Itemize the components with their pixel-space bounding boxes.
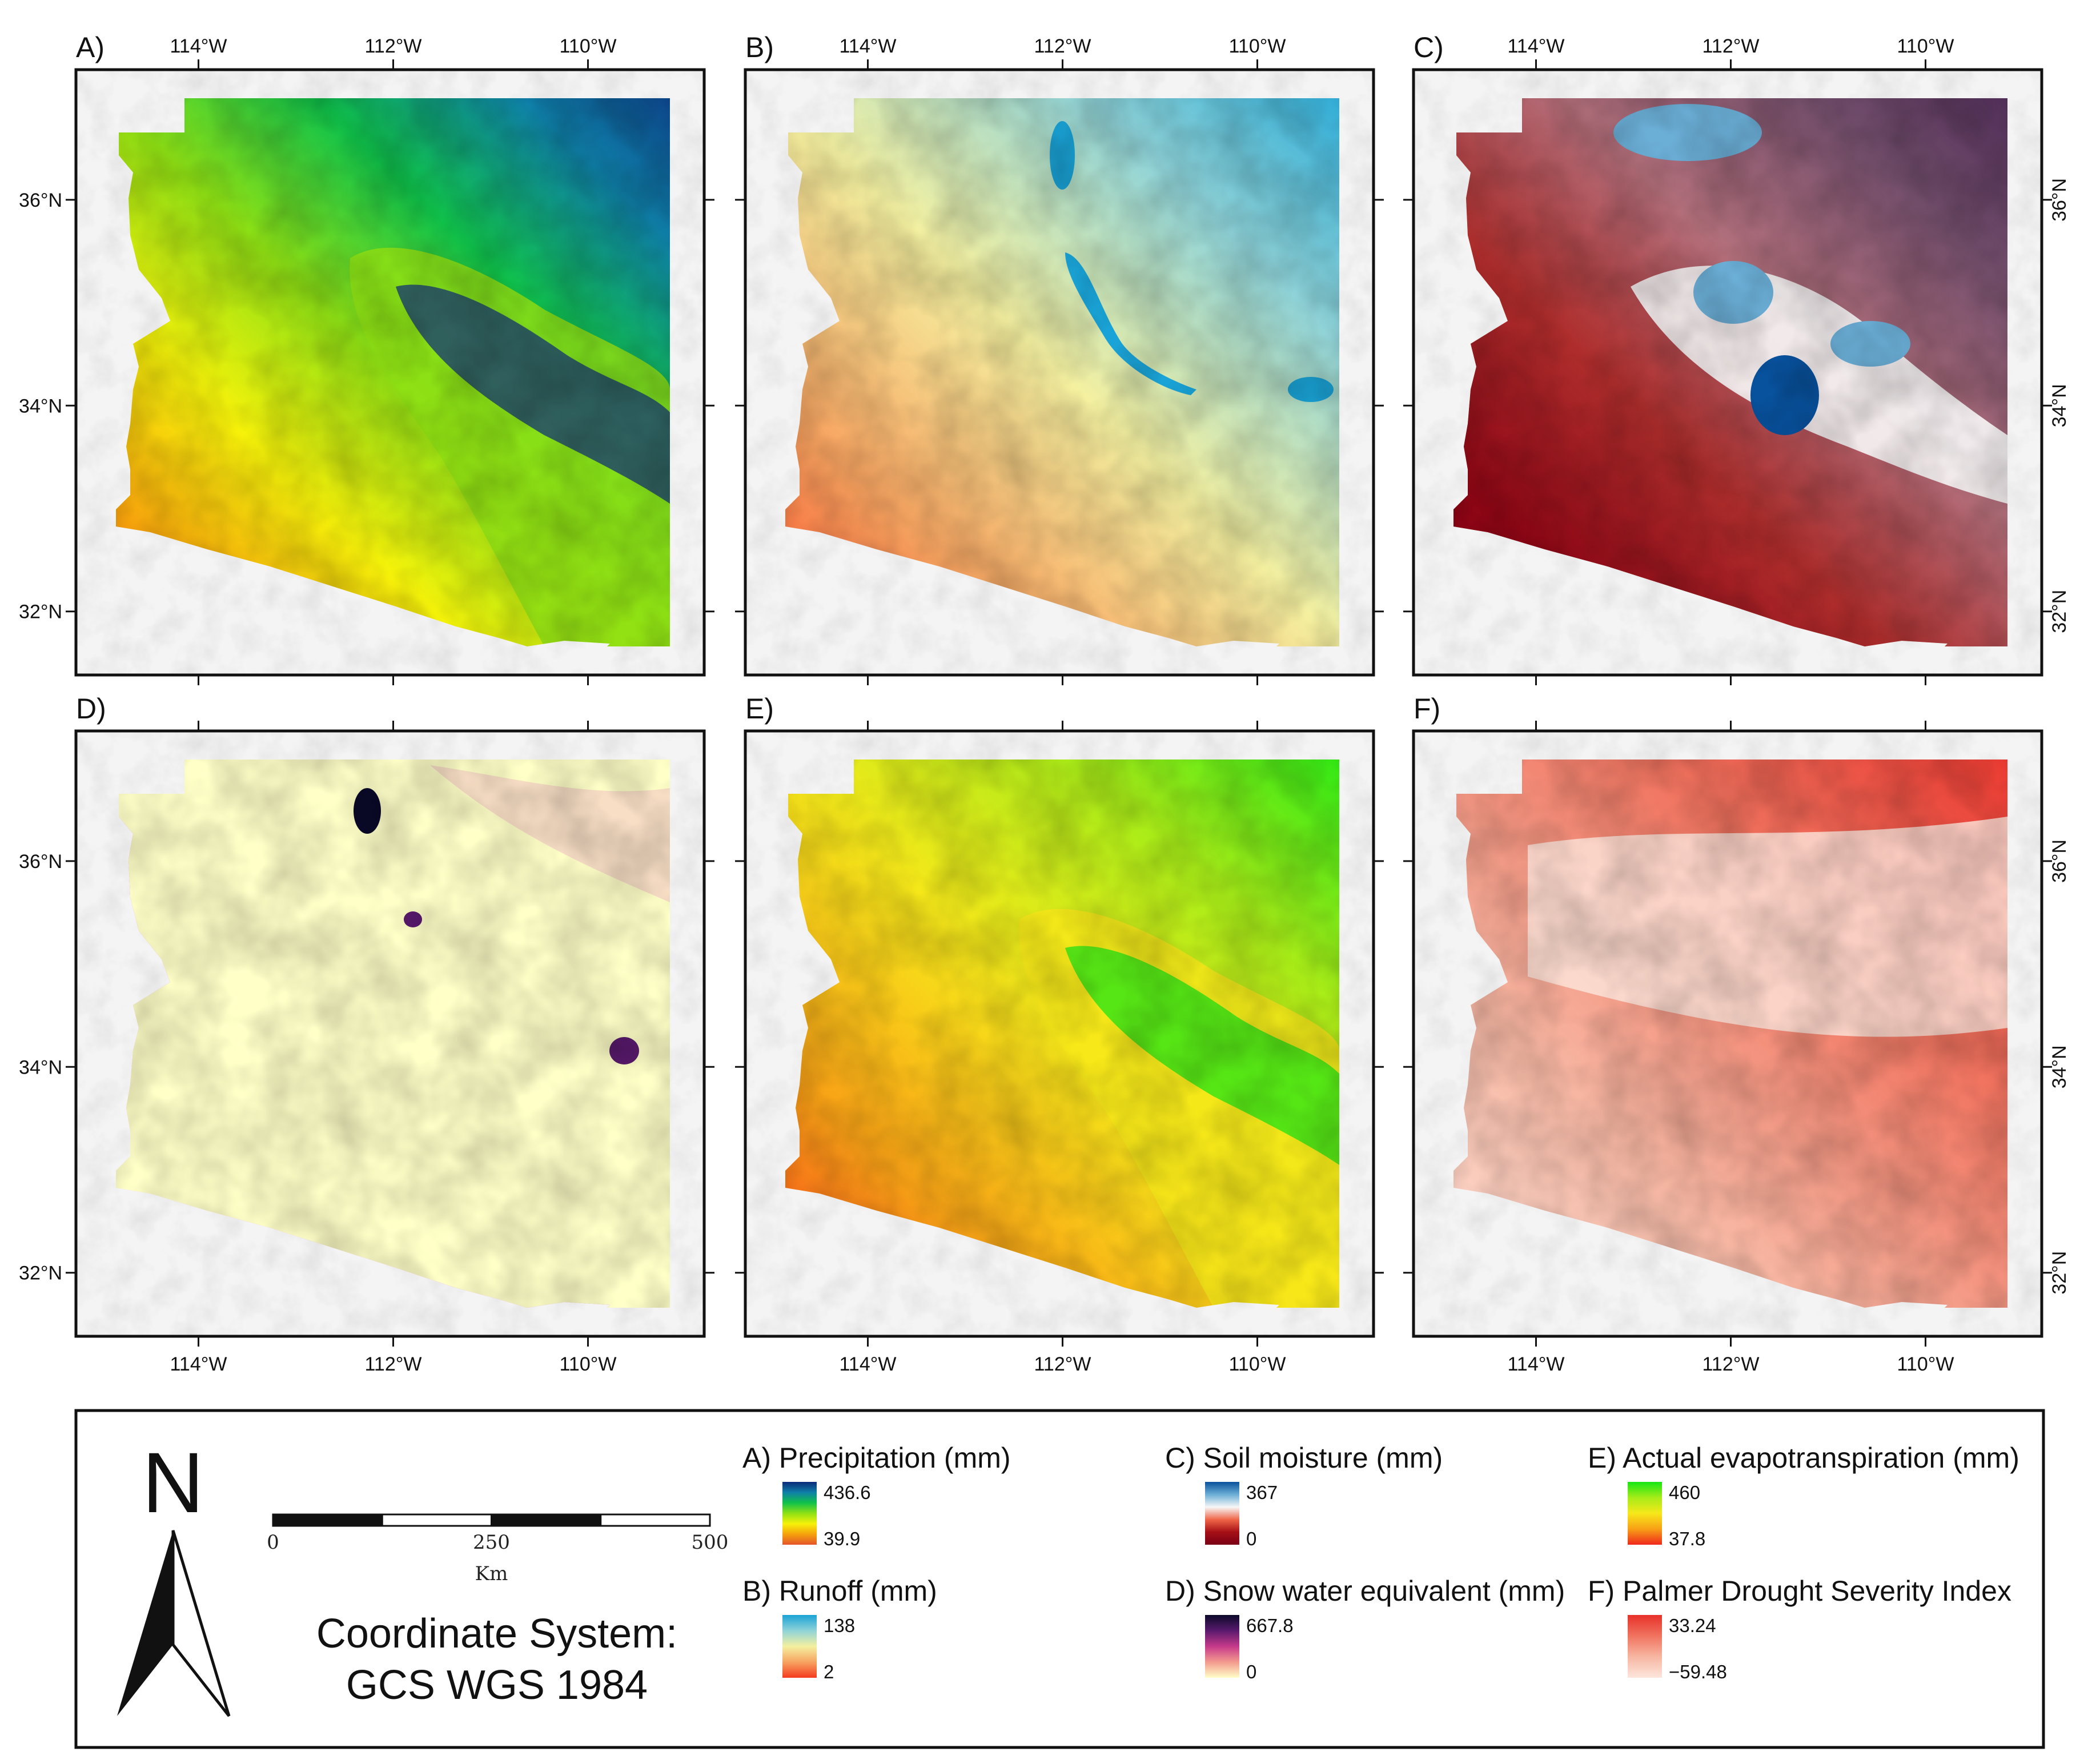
legend-title: D) Snow water equivalent (mm) bbox=[1165, 1575, 1565, 1607]
legend-title: B) Runoff (mm) bbox=[742, 1575, 937, 1607]
legend-max-value: 33.24 bbox=[1669, 1615, 1716, 1636]
longitude-tick-label: 110°W bbox=[1229, 1353, 1286, 1375]
longitude-tick-label: 110°W bbox=[1897, 1353, 1954, 1375]
longitude-tick-label: 114°W bbox=[170, 35, 227, 57]
map-panel-a: A) 114°W 112°W 110°W 36°N 34°N 32°N bbox=[19, 31, 714, 685]
legend-entry-f: F) Palmer Drought Severity Index 33.24 −59… bbox=[1588, 1575, 2011, 1682]
scale-segment bbox=[381, 1513, 492, 1527]
legend-entry-b: B) Runoff (mm) 138 2 bbox=[742, 1575, 937, 1682]
legend-min-value: 0 bbox=[1246, 1528, 1256, 1549]
longitude-tick-label: 112°W bbox=[1034, 35, 1091, 57]
latitude-tick-label: 36°N bbox=[19, 851, 62, 873]
legend-entry-d: D) Snow water equivalent (mm) 667.8 0 bbox=[1165, 1575, 1565, 1682]
legend-entry-e: E) Actual evapotranspiration (mm) 460 37.8 bbox=[1588, 1442, 2019, 1549]
latitude-tick-label: 34°N bbox=[19, 395, 62, 417]
longitude-tick-label: 110°W bbox=[560, 35, 617, 57]
scale-unit: Km bbox=[475, 1562, 508, 1585]
legend-min-value: 0 bbox=[1246, 1661, 1256, 1682]
panel-label: B) bbox=[745, 31, 774, 63]
latitude-tick-label: 32°N bbox=[19, 601, 62, 623]
north-arrow: N bbox=[117, 1434, 231, 1717]
longitude-tick-label: 112°W bbox=[1702, 35, 1760, 57]
north-letter: N bbox=[142, 1434, 204, 1530]
longitude-tick-label: 114°W bbox=[1508, 35, 1565, 57]
latitude-tick-label: 34°N bbox=[19, 1056, 62, 1078]
latitude-tick-label: 36°N bbox=[2049, 178, 2070, 222]
legend-min-value: 39.9 bbox=[824, 1528, 860, 1549]
panel-label: A) bbox=[76, 31, 105, 63]
legend-title: A) Precipitation (mm) bbox=[742, 1442, 1011, 1474]
longitude-tick-label: 112°W bbox=[1034, 1353, 1091, 1375]
longitude-tick-label: 112°W bbox=[1702, 1353, 1760, 1375]
legend-title: E) Actual evapotranspiration (mm) bbox=[1588, 1442, 2019, 1474]
legend-color-ramp bbox=[1628, 1482, 1662, 1545]
latitude-tick-label: 32°N bbox=[2049, 1251, 2070, 1295]
scale-label: 0 bbox=[267, 1531, 279, 1554]
legend-color-ramp bbox=[1205, 1615, 1239, 1678]
legend-max-value: 667.8 bbox=[1246, 1615, 1294, 1636]
longitude-tick-label: 110°W bbox=[560, 1353, 617, 1375]
panel-label: F) bbox=[1414, 693, 1440, 725]
legend-box bbox=[74, 1409, 2045, 1749]
legend-max-value: 460 bbox=[1669, 1482, 1700, 1503]
legend-max-value: 367 bbox=[1246, 1482, 1278, 1503]
longitude-tick-label: 112°W bbox=[365, 35, 422, 57]
raster-a bbox=[116, 98, 670, 646]
coordinate-system-line-1: Coordinate System: bbox=[316, 1611, 677, 1657]
panel-label: E) bbox=[745, 693, 774, 725]
longitude-tick-label: 110°W bbox=[1897, 35, 1954, 57]
legend-color-ramp bbox=[782, 1615, 817, 1678]
scale-segment bbox=[272, 1513, 383, 1527]
map-frame bbox=[74, 729, 706, 1338]
latitude-tick-label: 32°N bbox=[2049, 590, 2070, 633]
scale-label: 500 bbox=[692, 1531, 729, 1554]
scale-segment bbox=[491, 1513, 602, 1527]
latitude-tick-label: 32°N bbox=[19, 1263, 62, 1284]
legend-max-value: 138 bbox=[824, 1615, 855, 1636]
map-frame bbox=[744, 68, 1375, 677]
longitude-tick-label: 112°W bbox=[365, 1353, 422, 1375]
map-panel-d: D) 114°W 112°W 110°W 36°N 34°N 32°N bbox=[19, 693, 714, 1375]
legend-color-ramp bbox=[1205, 1482, 1239, 1545]
scale-segment bbox=[600, 1513, 711, 1527]
longitude-tick-label: 110°W bbox=[1229, 35, 1286, 57]
longitude-tick-label: 114°W bbox=[840, 35, 897, 57]
map-frame bbox=[1412, 729, 2043, 1338]
legend-title: C) Soil moisture (mm) bbox=[1165, 1442, 1443, 1474]
legend-color-ramp bbox=[782, 1482, 817, 1545]
scale-bar: 0 250 500 Km bbox=[267, 1513, 729, 1585]
map-panel-c: C) 114°W 112°W 110°W 36°N 34°N 32°N bbox=[1403, 31, 2070, 685]
coordinate-system-line-2: GCS WGS 1984 bbox=[346, 1662, 648, 1708]
map-panel-f: F) 114°W 112°W 110°W 36°N 34°N 32°N bbox=[1403, 693, 2070, 1375]
legend-color-ramp bbox=[1628, 1615, 1662, 1678]
scale-label: 250 bbox=[473, 1531, 510, 1554]
legend-title: F) Palmer Drought Severity Index bbox=[1588, 1575, 2011, 1607]
legend-min-value: 2 bbox=[824, 1661, 834, 1682]
longitude-tick-label: 114°W bbox=[170, 1353, 227, 1375]
longitude-tick-label: 114°W bbox=[1508, 1353, 1565, 1375]
latitude-tick-label: 36°N bbox=[19, 190, 62, 211]
latitude-tick-label: 34°N bbox=[2049, 384, 2070, 427]
map-panel-e: E) 114°W 112°W 110°W bbox=[735, 693, 1384, 1375]
panel-label: C) bbox=[1414, 31, 1444, 63]
legend-max-value: 436.6 bbox=[824, 1482, 871, 1503]
map-frame bbox=[744, 729, 1375, 1338]
panel-label: D) bbox=[76, 693, 106, 725]
map-frame bbox=[74, 68, 706, 677]
north-arrow-icon bbox=[117, 1530, 173, 1716]
legend-entry-a: A) Precipitation (mm) 436.6 39.9 bbox=[742, 1442, 1011, 1549]
longitude-tick-label: 114°W bbox=[840, 1353, 897, 1375]
map-panel-b: B) 114°W 112°W 110°W bbox=[735, 31, 1384, 685]
latitude-tick-label: 34°N bbox=[2049, 1045, 2070, 1088]
legend-min-value: 37.8 bbox=[1669, 1528, 1705, 1549]
legend-min-value: −59.48 bbox=[1669, 1661, 1727, 1682]
legend-entry-c: C) Soil moisture (mm) 367 0 bbox=[1165, 1442, 1443, 1549]
latitude-tick-label: 36°N bbox=[2049, 839, 2070, 883]
map-frame bbox=[1412, 68, 2043, 677]
